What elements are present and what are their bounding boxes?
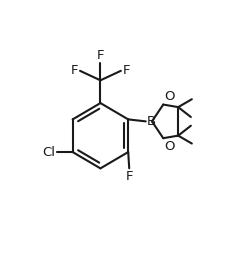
Text: F: F [125,170,132,183]
Text: B: B [146,115,155,128]
Text: O: O [164,140,174,153]
Text: O: O [164,90,174,103]
Text: F: F [71,64,78,77]
Text: F: F [122,64,130,77]
Text: Cl: Cl [42,145,55,159]
Text: F: F [96,49,104,62]
